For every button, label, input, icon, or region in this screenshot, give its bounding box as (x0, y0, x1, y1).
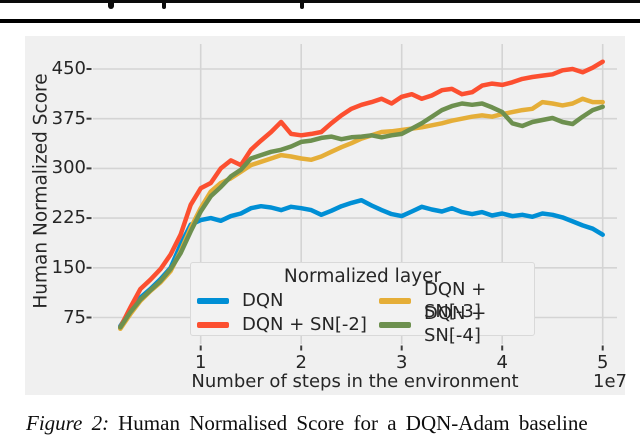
x-tick-label: 4 (496, 352, 508, 373)
x-tick-label: 2 (295, 352, 307, 373)
cropped-text-descender (108, 2, 114, 9)
x-tick-label: 3 (395, 352, 408, 373)
legend-label: DQN + SN[-4] (424, 303, 487, 346)
y-tick-label: 450 (51, 58, 86, 79)
legend: Normalized layer DQN DQN + SN[-2] DQN + SN… (190, 262, 535, 346)
legend-item-dqn-sn-3: DQN + SN[-3] (379, 279, 528, 323)
x-tick-label: 5 (596, 352, 609, 373)
horizontal-rule (0, 18, 640, 23)
y-tick-label: 150 (51, 256, 86, 278)
cropped-text-descender (162, 2, 166, 9)
legend-swatch-dqn-sn-3 (379, 298, 411, 304)
cropped-text-line (0, 0, 640, 3)
legend-swatch-dqn-sn-2 (197, 322, 229, 328)
legend-label: DQN (242, 290, 284, 311)
y-tick-label: 225 (51, 207, 86, 229)
legend-label: DQN + SN[-2] (242, 314, 367, 335)
legend-entries: DQN DQN + SN[-2] DQN + SN[-3] DQN + SN[-4] (197, 279, 528, 346)
figure-caption-text: Human Normalised Score for a DQN-Adam ba… (118, 411, 588, 435)
legend-swatch-dqn (197, 298, 229, 304)
cropped-text-descender (300, 2, 304, 9)
y-tick-label: 375 (51, 107, 86, 129)
figure-2-chart (25, 36, 625, 395)
y-tick-label: 300 (51, 157, 86, 179)
legend-label: DQN + SN[-3] (424, 279, 487, 322)
figure-caption-number: Figure 2: (26, 411, 110, 435)
figure-caption: Figure 2: Human Normalised Score for a DQ… (26, 409, 640, 437)
y-tick-label: 75 (63, 306, 86, 328)
legend-item-dqn-sn-4: DQN + SN[-4] (379, 303, 528, 347)
x-tick-label: 1 (194, 352, 207, 373)
legend-item-dqn: DQN (197, 290, 379, 312)
legend-item-dqn-sn-2: DQN + SN[-2] (197, 314, 379, 336)
legend-swatch-dqn-sn-4 (379, 322, 411, 328)
x-axis-offset-label: 1e7 (593, 371, 627, 392)
x-axis-label: Number of steps in the environment (191, 371, 519, 392)
legend-title: Normalized layer (283, 266, 442, 287)
